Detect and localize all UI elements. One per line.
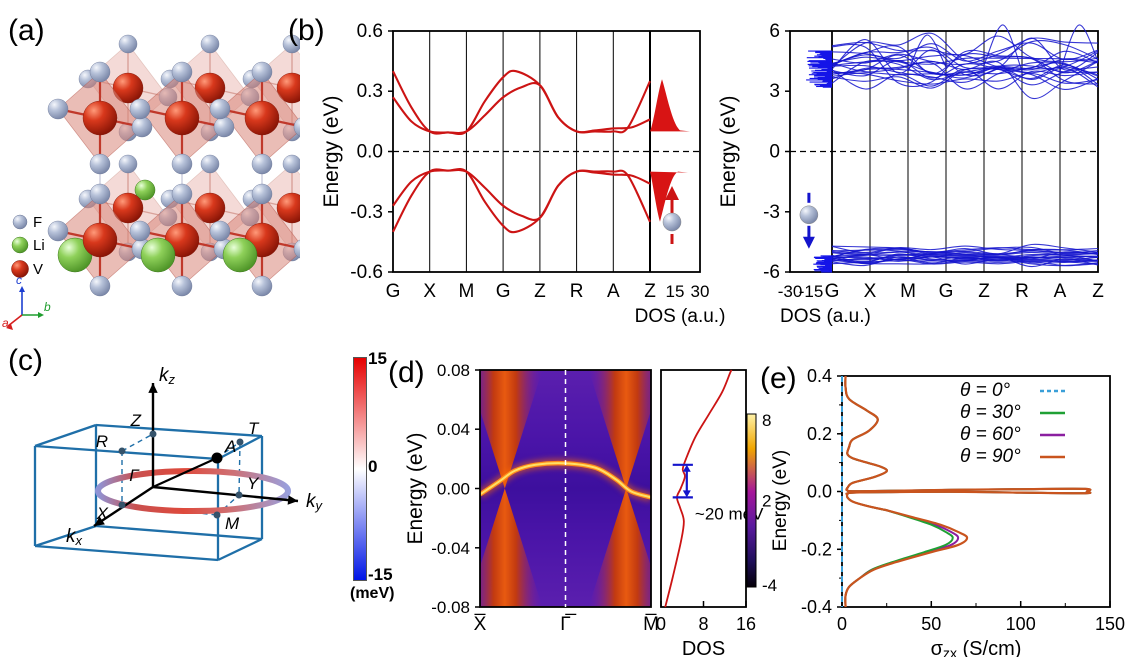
svg-text:X: X (864, 281, 877, 302)
svg-text:(d): (d) (388, 356, 425, 389)
svg-text:Energy (eV): Energy (eV) (320, 95, 343, 207)
svg-text:Li: Li (33, 237, 45, 254)
svg-text:a: a (2, 316, 9, 330)
svg-text:F: F (33, 214, 42, 231)
svg-text:V: V (33, 261, 43, 278)
svg-text:Z: Z (1092, 281, 1104, 302)
svg-text:X̅: X̅ (474, 614, 487, 635)
svg-text:0.4: 0.4 (807, 366, 832, 386)
svg-text:c: c (16, 273, 22, 287)
svg-text:15: 15 (666, 282, 685, 301)
svg-text:0.0: 0.0 (807, 482, 832, 502)
svg-text:Γ̅: Γ̅ (560, 614, 576, 635)
svg-text:Y: Y (247, 474, 260, 493)
svg-text:θ = 90°: θ = 90° (960, 446, 1021, 467)
svg-text:0: 0 (837, 614, 847, 634)
svg-text:0: 0 (769, 142, 780, 163)
svg-text:0.3: 0.3 (357, 81, 383, 102)
svg-text:(c): (c) (8, 344, 43, 377)
svg-text:M: M (900, 281, 916, 302)
svg-text:0.0: 0.0 (357, 142, 383, 163)
svg-text:100: 100 (1006, 614, 1036, 634)
svg-text:(e): (e) (760, 362, 797, 395)
svg-text:Z: Z (534, 281, 546, 302)
svg-text:kx: kx (66, 526, 83, 548)
svg-text:X: X (96, 504, 109, 523)
svg-text:ky: ky (306, 491, 324, 513)
svg-text:-0.04: -0.04 (431, 539, 470, 558)
svg-text:X: X (423, 281, 436, 302)
svg-text:A: A (607, 281, 620, 302)
svg-text:0.2: 0.2 (807, 424, 832, 444)
svg-text:Z: Z (978, 281, 990, 302)
svg-text:(b): (b) (288, 14, 325, 47)
svg-text:σzx (S/cm): σzx (S/cm) (931, 638, 1022, 657)
svg-text:8: 8 (698, 614, 708, 634)
svg-text:0.08: 0.08 (437, 361, 470, 380)
svg-text:Z: Z (130, 411, 142, 430)
svg-text:G: G (939, 281, 954, 302)
svg-text:R: R (570, 281, 584, 302)
svg-text:6: 6 (769, 21, 780, 42)
svg-text:M: M (458, 281, 474, 302)
svg-text:DOS (a.u.): DOS (a.u.) (780, 306, 871, 327)
svg-text:kz: kz (159, 365, 176, 387)
svg-text:θ = 0°: θ = 0° (960, 380, 1011, 401)
svg-text:-0.4: -0.4 (801, 597, 832, 617)
svg-text:(a): (a) (8, 14, 45, 47)
svg-text:M: M (225, 514, 240, 533)
svg-text:A: A (224, 437, 236, 456)
svg-text:θ = 30°: θ = 30° (960, 402, 1021, 423)
svg-text:50: 50 (921, 614, 941, 634)
svg-text:G: G (386, 281, 401, 302)
svg-text:-6: -6 (763, 262, 780, 283)
svg-text:T: T (248, 419, 260, 438)
svg-text:0: 0 (656, 614, 666, 634)
svg-text:-0.08: -0.08 (431, 598, 470, 617)
svg-text:A: A (1054, 281, 1067, 302)
svg-text:DOS: DOS (682, 638, 725, 657)
svg-text:Energy (eV): Energy (eV) (717, 95, 740, 207)
svg-text:G: G (825, 281, 840, 302)
svg-text:0.6: 0.6 (357, 21, 383, 42)
svg-text:b: b (44, 300, 51, 314)
svg-text:0.00: 0.00 (437, 480, 470, 499)
svg-text:-0.6: -0.6 (350, 262, 383, 283)
svg-text:R: R (1015, 281, 1029, 302)
svg-text:θ = 60°: θ = 60° (960, 424, 1021, 445)
svg-text:R: R (96, 432, 108, 451)
svg-text:G: G (496, 281, 511, 302)
svg-text:-0.2: -0.2 (801, 539, 832, 559)
svg-text:0.04: 0.04 (437, 420, 470, 439)
svg-text:-15: -15 (799, 282, 824, 301)
svg-text:-0.3: -0.3 (350, 202, 383, 223)
svg-text:150: 150 (1095, 614, 1125, 634)
svg-text:Z: Z (644, 281, 656, 302)
svg-text:Γ: Γ (129, 466, 140, 485)
svg-text:Energy (eV): Energy (eV) (404, 432, 427, 544)
svg-text:3: 3 (769, 81, 780, 102)
svg-text:-3: -3 (763, 202, 780, 223)
